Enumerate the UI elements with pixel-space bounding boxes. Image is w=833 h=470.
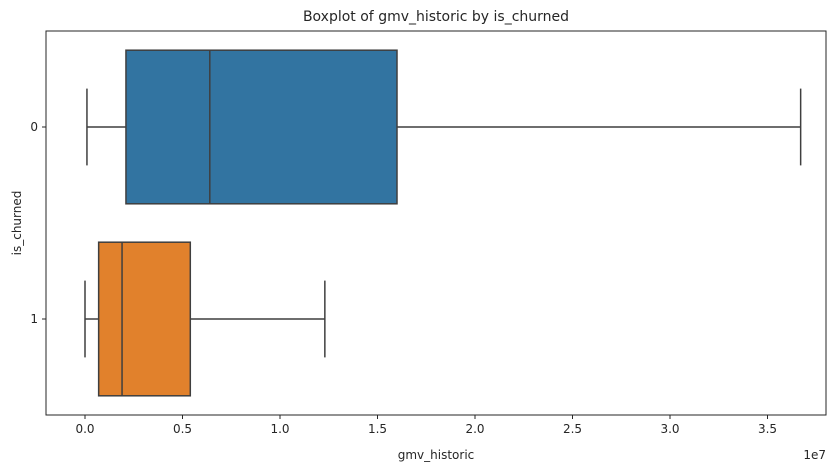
box-group-0 [86, 49, 802, 205]
y-tick-label-1: 1 [30, 312, 38, 326]
plot-area [84, 49, 802, 397]
x-axis-label: gmv_historic [398, 448, 475, 462]
box-1 [97, 241, 192, 397]
x-tick-label-6: 3.0 [660, 422, 679, 436]
box-group-1 [84, 241, 326, 397]
x-tick-label-3: 1.5 [368, 422, 387, 436]
plot-frame [45, 30, 827, 416]
chart-title: Boxplot of gmv_historic by is_churned [303, 9, 569, 25]
y-axis-label: is_churned [10, 191, 24, 256]
x-tick-label-4: 2.0 [465, 422, 484, 436]
x-tick-label-0: 0.0 [75, 422, 94, 436]
x-tick-label-5: 2.5 [563, 422, 582, 436]
x-tick-label-1: 0.5 [173, 422, 192, 436]
x-tick-label-2: 1.0 [270, 422, 289, 436]
y-tick-label-0: 0 [30, 120, 38, 134]
x-tick-label-7: 3.5 [758, 422, 777, 436]
box-0 [125, 49, 398, 205]
x-scale-label: 1e7 [803, 448, 826, 462]
